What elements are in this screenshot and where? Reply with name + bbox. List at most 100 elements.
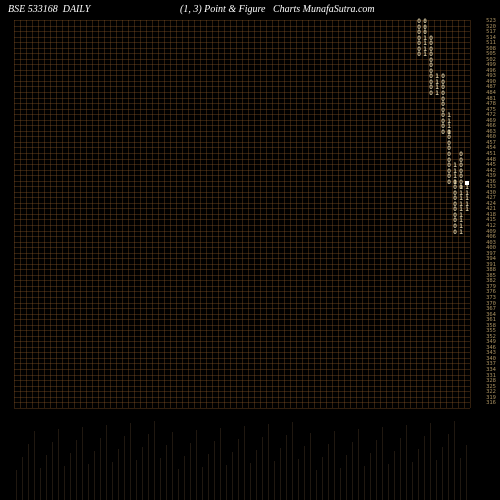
volume-bar: [172, 432, 173, 500]
volume-bar: [268, 424, 269, 500]
volume-bar: [364, 466, 365, 500]
grid-line-h: [14, 208, 470, 209]
volume-bar: [244, 426, 245, 500]
grid-line-h: [14, 253, 470, 254]
grid-line-h: [14, 269, 470, 270]
volume-bar: [112, 462, 113, 500]
volume-bar: [346, 455, 347, 500]
grid-line-h: [14, 26, 470, 27]
volume-bar: [178, 469, 179, 500]
grid-line-h: [14, 170, 470, 171]
volume-bar: [64, 466, 65, 500]
volume-bar: [184, 456, 185, 500]
grid-line-h: [14, 20, 470, 21]
volume-bar: [448, 434, 449, 500]
chart-title: (1, 3) Point & Figure: [180, 4, 265, 15]
volume-bar: [334, 431, 335, 500]
grid-line-h: [14, 264, 470, 265]
volume-bar: [220, 428, 221, 500]
volume-bar: [58, 429, 59, 500]
volume-bar: [430, 423, 431, 500]
grid-line-h: [14, 103, 470, 104]
grid-line-h: [14, 136, 470, 137]
volume-bar: [328, 444, 329, 500]
grid-line-h: [14, 336, 470, 337]
volume-bar: [388, 464, 389, 500]
volume-bar: [286, 435, 287, 500]
grid-line-h: [14, 181, 470, 182]
grid-line-h: [14, 352, 470, 353]
volume-bar: [190, 443, 191, 500]
grid-line-h: [14, 70, 470, 71]
grid-line-h: [14, 319, 470, 320]
volume-bar: [52, 442, 53, 500]
grid-line-h: [14, 53, 470, 54]
volume-bar: [406, 425, 407, 500]
volume-bar: [358, 429, 359, 500]
grid-line-h: [14, 92, 470, 93]
grid-line-h: [14, 369, 470, 370]
grid-line-h: [14, 391, 470, 392]
y-axis-labels: 5235205175145115085055024994964934904874…: [476, 20, 496, 408]
grid-line-h: [14, 258, 470, 259]
volume-bar: [82, 427, 83, 500]
volume-bar: [292, 422, 293, 500]
volume-bar: [304, 446, 305, 500]
grid-line-h: [14, 164, 470, 165]
grid-line-h: [14, 347, 470, 348]
volume-bar: [412, 462, 413, 500]
volume-bar: [16, 470, 17, 500]
volume-bar: [22, 457, 23, 500]
grid-line-h: [14, 131, 470, 132]
volume-area: [14, 410, 470, 500]
grid-line-h: [14, 247, 470, 248]
grid-line-h: [14, 186, 470, 187]
volume-bar: [100, 438, 101, 500]
volume-bar: [226, 465, 227, 500]
grid-line-h: [14, 408, 470, 409]
interval-label: DAILY: [63, 4, 91, 15]
volume-bar: [166, 445, 167, 500]
volume-bar: [34, 431, 35, 500]
volume-bar: [46, 455, 47, 500]
volume-bar: [250, 463, 251, 500]
grid-line-h: [14, 197, 470, 198]
volume-bar: [424, 436, 425, 500]
volume-bar: [94, 451, 95, 500]
grid-line-h: [14, 363, 470, 364]
grid-line-h: [14, 275, 470, 276]
volume-bar: [316, 470, 317, 500]
volume-bar: [214, 441, 215, 500]
volume-bar: [274, 461, 275, 500]
grid-line-h: [14, 375, 470, 376]
volume-bar: [148, 434, 149, 500]
volume-bar: [154, 421, 155, 500]
grid-line-h: [14, 214, 470, 215]
volume-bar: [118, 449, 119, 500]
pnf-x-mark: 1: [458, 230, 464, 236]
volume-bar: [196, 430, 197, 500]
volume-bar: [376, 440, 377, 500]
volume-bar: [142, 447, 143, 500]
volume-bar: [352, 442, 353, 500]
volume-bar: [160, 458, 161, 500]
volume-bar: [106, 425, 107, 500]
volume-bar: [310, 433, 311, 500]
volume-bar: [202, 467, 203, 500]
volume-bar: [70, 453, 71, 500]
grid-line-h: [14, 231, 470, 232]
volume-bar: [76, 440, 77, 500]
pnf-x-mark: 1: [464, 207, 470, 213]
grid-line-h: [14, 159, 470, 160]
grid-line-h: [14, 125, 470, 126]
source-label: Charts MunafaSutra.com: [273, 4, 375, 15]
volume-bar: [256, 450, 257, 500]
grid-line-h: [14, 42, 470, 43]
volume-bar: [400, 438, 401, 500]
volume-bar: [460, 458, 461, 500]
volume-bar: [124, 436, 125, 500]
grid-line-h: [14, 341, 470, 342]
grid-line-h: [14, 192, 470, 193]
grid-line-h: [14, 86, 470, 87]
volume-bar: [28, 444, 29, 500]
